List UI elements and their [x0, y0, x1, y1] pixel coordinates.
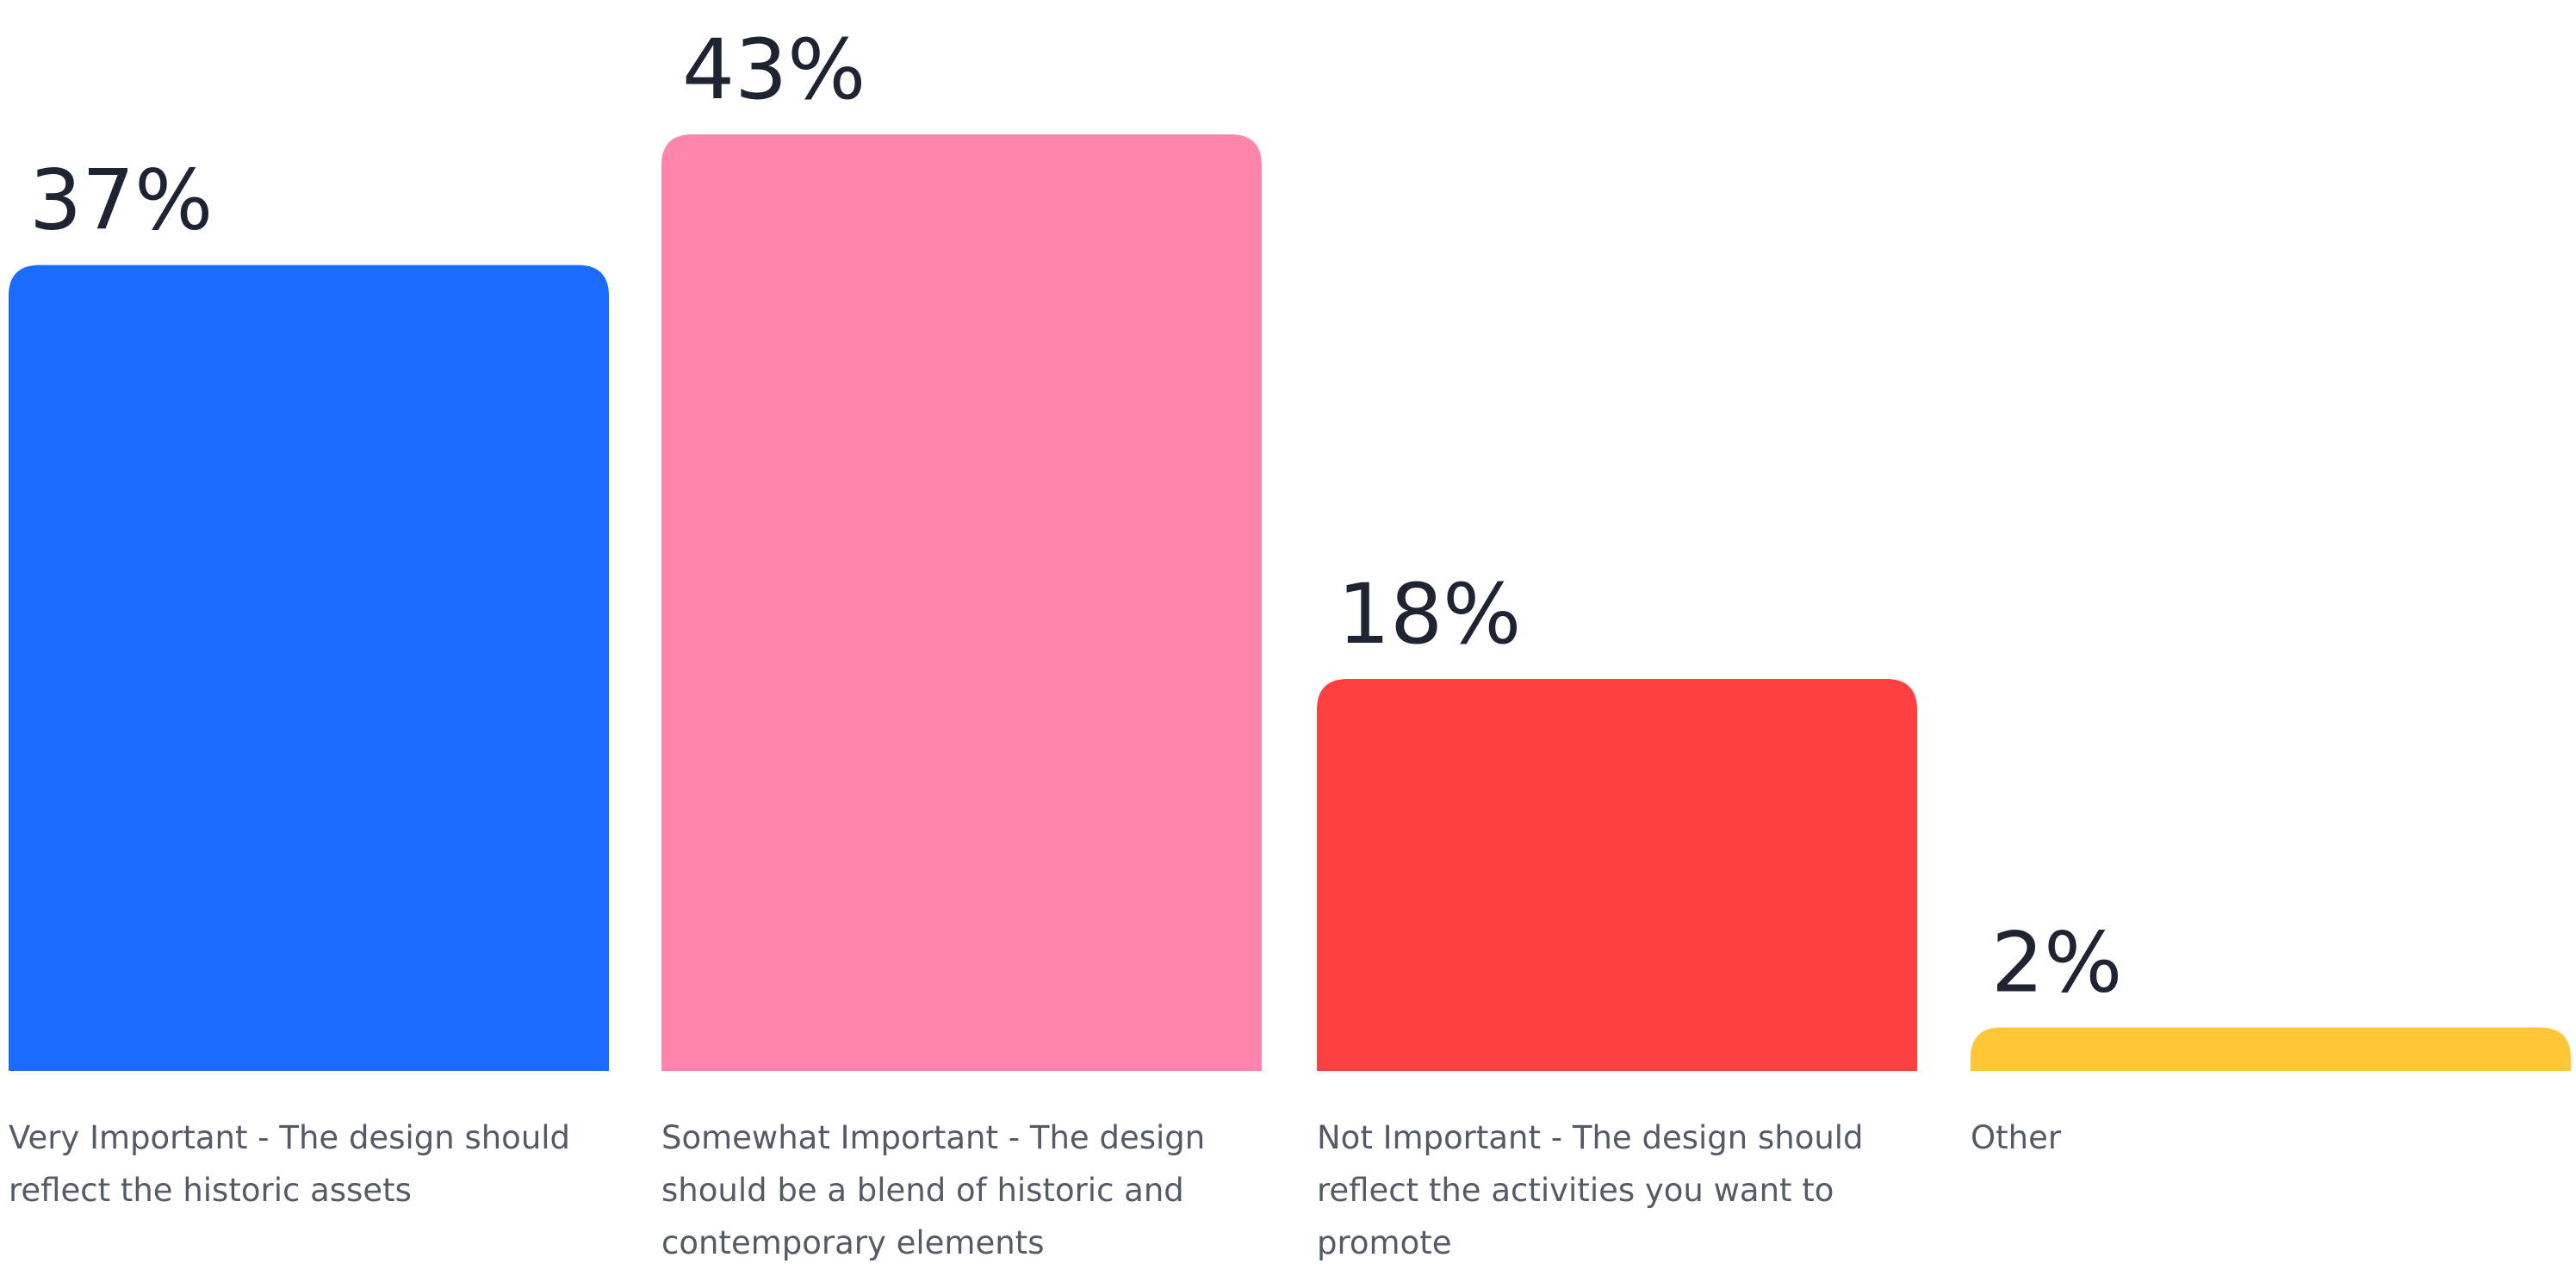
bar-not-important — [1317, 678, 1917, 1071]
category-label-line: Not Important - The design should — [1317, 1119, 1864, 1156]
data-label-very-important: 37% — [29, 152, 213, 249]
category-label-line: should be a blend of historic and — [661, 1172, 1184, 1209]
bar-other — [1971, 1027, 2571, 1071]
category-label-line: Very Important - The design should — [9, 1119, 571, 1156]
category-label-somewhat-important: Somewhat Important - The design should b… — [661, 1111, 1264, 1269]
category-label-other: Other — [1971, 1111, 2573, 1164]
category-label-line: reflect the historic assets — [9, 1172, 412, 1209]
data-label-somewhat-important: 43% — [682, 22, 866, 118]
category-label-line: promote — [1317, 1224, 1452, 1261]
category-label-line: Other — [1971, 1119, 2062, 1156]
bar-very-important — [9, 265, 609, 1071]
category-label-line: Somewhat Important - The design — [661, 1119, 1206, 1156]
bar-somewhat-important — [661, 134, 1262, 1071]
category-label-very-important: Very Important - The design should refle… — [9, 1111, 611, 1217]
category-label-line: contemporary elements — [661, 1224, 1045, 1261]
data-label-other: 2% — [1991, 914, 2122, 1011]
data-label-not-important: 18% — [1338, 566, 1521, 663]
category-label-not-important: Not Important - The design should reflec… — [1317, 1111, 1920, 1269]
category-label-line: reflect the activities you want to — [1317, 1172, 1834, 1209]
